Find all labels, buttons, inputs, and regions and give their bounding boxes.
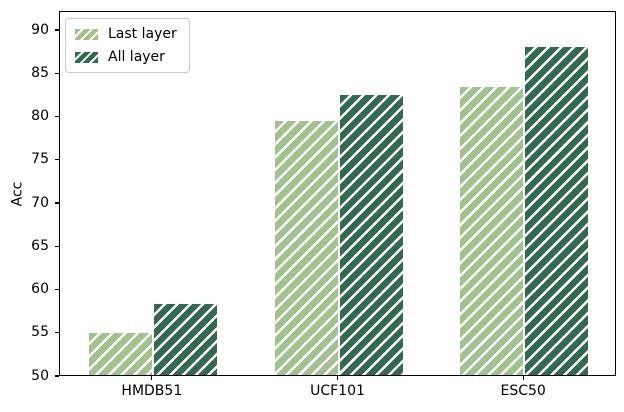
y-tick-label: 80 (31, 108, 49, 125)
x-tick-mark (151, 376, 153, 380)
y-tick-mark (55, 115, 59, 118)
y-tick-label: 85 (31, 64, 49, 81)
y-tick-label: 65 (31, 237, 49, 254)
y-tick-label: 50 (31, 367, 49, 384)
legend-label: All layer (108, 49, 165, 65)
y-tick-label: 70 (31, 194, 49, 211)
y-tick-label: 90 (31, 21, 49, 38)
bar-hmdb51-last-layer (87, 331, 153, 375)
legend-label: Last layer (108, 26, 177, 42)
y-tick-label: 60 (31, 281, 49, 297)
x-tick-mark (522, 376, 524, 380)
x-tick-label-ucf101: UCF101 (310, 383, 365, 399)
y-tick-mark (55, 288, 59, 291)
y-tick-mark (55, 72, 59, 74)
y-tick-label: 55 (31, 324, 49, 341)
legend-swatch-icon (75, 51, 98, 63)
y-tick-mark (55, 332, 59, 334)
bar-esc50-last-layer (459, 86, 525, 375)
plot-area: Last layer All layer (59, 11, 616, 376)
y-axis: 50 55 60 65 70 75 80 85 90 (0, 11, 59, 384)
bar-hmdb51-all-layer (152, 303, 218, 375)
legend-entry-all-layer: All layer (75, 49, 177, 65)
y-tick-mark (55, 375, 59, 377)
y-tick-mark (55, 159, 59, 161)
x-tick-mark (336, 376, 339, 380)
bar-ucf101-all-layer (338, 93, 404, 375)
x-axis: HMDB51 UCF101 ESC50 (59, 376, 616, 410)
x-tick-label-hmdb51: HMDB51 (121, 383, 183, 399)
y-tick-mark (55, 245, 59, 247)
bar-esc50-all-layer (524, 46, 590, 375)
y-tick-mark (55, 202, 59, 204)
legend-entry-last-layer: Last layer (75, 26, 177, 42)
legend-swatch-icon (75, 28, 98, 40)
bar-ucf101-last-layer (273, 119, 339, 375)
y-tick-label: 75 (31, 151, 49, 168)
x-tick-label-esc50: ESC50 (500, 383, 546, 399)
y-tick-mark (55, 29, 59, 31)
legend: Last layer All layer (65, 18, 190, 73)
bars-layer (60, 12, 615, 375)
